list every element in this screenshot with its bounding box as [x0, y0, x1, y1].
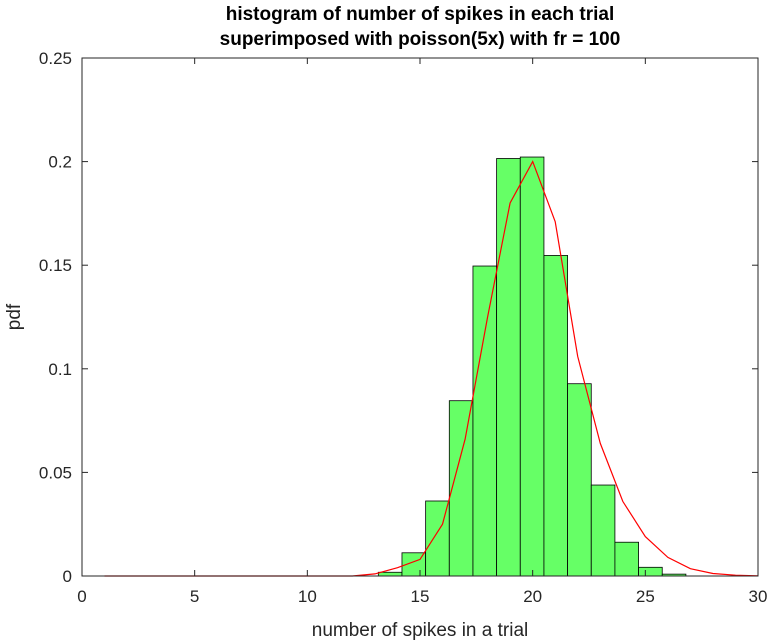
x-tick-label: 25 — [636, 587, 655, 606]
y-axis-label: pdf — [4, 303, 25, 330]
y-tick-label: 0.05 — [39, 463, 72, 482]
histogram-bar — [567, 383, 592, 577]
y-tick-label: 0.15 — [39, 256, 72, 275]
y-tick-label: 0.25 — [39, 49, 72, 68]
histogram-bar — [377, 571, 403, 577]
x-tick-label: 20 — [523, 587, 542, 606]
y-axis-ticks: 0 0.05 0.1 0.15 0.2 0.25 — [39, 49, 758, 586]
x-axis-ticks: 0 5 10 15 20 25 30 — [77, 58, 767, 606]
x-tick-label: 10 — [298, 587, 317, 606]
y-tick-label: 0.2 — [48, 153, 72, 172]
histogram-bars — [377, 156, 687, 577]
histogram-bar — [448, 400, 474, 577]
histogram-bar — [614, 541, 639, 577]
x-axis-label: number of spikes in a trial — [312, 620, 529, 641]
x-tick-label: 0 — [77, 587, 86, 606]
histogram-bar — [543, 255, 568, 577]
chart-title-line-2: superimposed with poisson(5x) with fr = … — [220, 29, 621, 50]
y-tick-label: 0 — [63, 567, 72, 586]
y-tick-label: 0.1 — [48, 360, 72, 379]
histogram-bar — [472, 265, 498, 577]
histogram-bar — [496, 158, 521, 577]
chart-title-line-1: histogram of number of spikes in each tr… — [226, 4, 615, 25]
plot-background — [82, 58, 758, 576]
x-tick-label: 5 — [190, 587, 199, 606]
x-tick-label: 30 — [749, 587, 768, 606]
histogram-bar — [638, 566, 663, 577]
x-tick-label: 15 — [411, 587, 430, 606]
histogram-bar — [519, 156, 545, 577]
histogram-bar — [590, 484, 616, 577]
